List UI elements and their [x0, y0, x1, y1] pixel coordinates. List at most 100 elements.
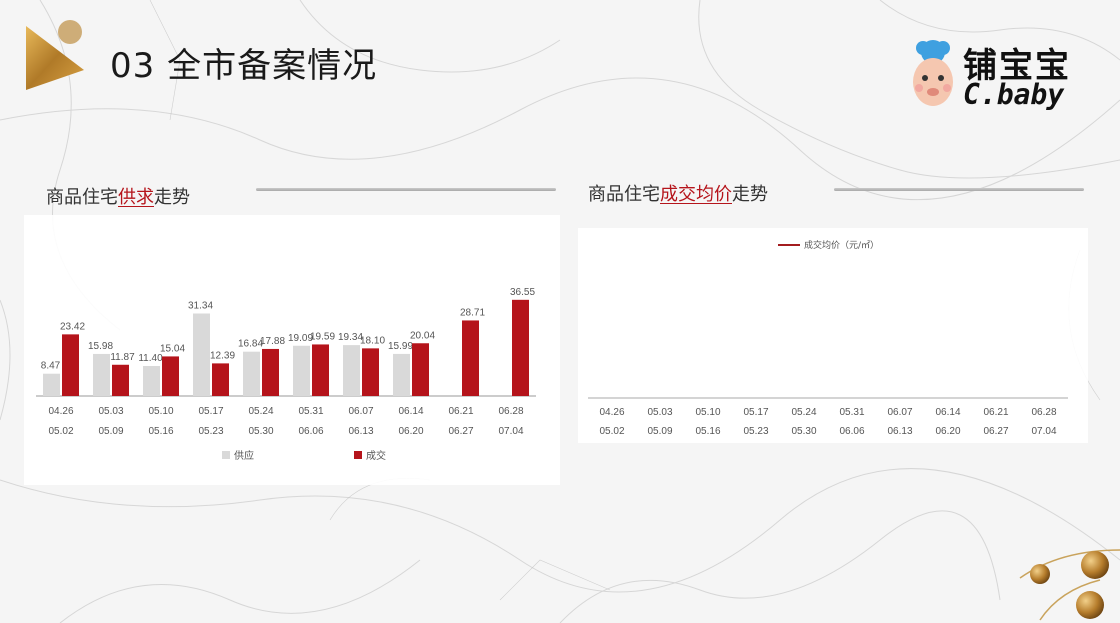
data-label: 19.59	[310, 331, 335, 342]
data-label: 19.09	[288, 333, 313, 344]
bar-supply	[243, 351, 260, 396]
data-label: 17.88	[260, 336, 285, 347]
x-tick-label: 06.07	[887, 407, 912, 418]
x-tick-label: 06.06	[298, 426, 323, 437]
data-label: 15.98	[88, 341, 113, 352]
x-tick-label: 05.10	[148, 406, 173, 417]
brand-logo: 铺宝宝 C.baby	[905, 38, 1095, 118]
x-tick-label: 05.30	[791, 426, 816, 437]
bar-supply	[343, 345, 360, 396]
data-label: 19.34	[338, 332, 363, 343]
legend-label: 成交均价（元/㎡）	[804, 239, 879, 251]
data-label: 8.47	[41, 361, 61, 372]
mascot-icon	[913, 40, 953, 106]
x-tick-label: 05.23	[743, 426, 768, 437]
data-label: 20.04	[410, 330, 435, 341]
legend-item-deal: 成交	[354, 449, 386, 462]
bar-deal	[212, 363, 229, 396]
x-tick-label: 06.20	[398, 426, 423, 437]
data-label: 15.04	[160, 343, 185, 354]
x-tick-label: 07.04	[498, 426, 523, 437]
data-label: 23.42	[60, 321, 85, 332]
x-tick-label: 06.28	[498, 406, 523, 417]
bar-deal	[462, 320, 479, 396]
decorative-orbs	[1019, 549, 1120, 621]
legend-label: 成交	[366, 449, 386, 462]
x-tick-label: 06.13	[887, 426, 912, 437]
title-suffix: 走势	[154, 187, 190, 208]
legend-item-supply: 供应	[222, 449, 254, 462]
bar-supply	[93, 353, 110, 396]
x-tick-label: 05.17	[743, 407, 768, 418]
x-tick-label: 05.23	[198, 426, 223, 437]
x-tick-label: 05.09	[647, 426, 672, 437]
x-tick-label: 05.10	[695, 407, 720, 418]
x-tick-label: 06.20	[935, 426, 960, 437]
x-tick-label: 06.27	[983, 426, 1008, 437]
title-divider	[834, 188, 1084, 191]
x-tick-label: 05.16	[148, 426, 173, 437]
bar-deal	[112, 364, 129, 396]
x-tick-label: 07.04	[1031, 426, 1056, 437]
data-label: 15.99	[388, 341, 413, 352]
x-tick-label: 06.21	[448, 406, 473, 417]
legend-label: 供应	[234, 449, 254, 462]
gold-triangle-logo	[26, 20, 84, 90]
x-tick-label: 06.14	[398, 406, 423, 417]
x-tick-label: 05.03	[647, 407, 672, 418]
x-tick-label: 06.13	[348, 426, 373, 437]
chart-background	[578, 228, 1088, 443]
brand-name: 铺宝宝	[963, 46, 1071, 86]
bar-deal	[312, 344, 329, 396]
legend-swatch	[354, 451, 362, 459]
x-tick-label: 06.07	[348, 406, 373, 417]
x-tick-label: 06.21	[983, 407, 1008, 418]
data-label: 18.10	[360, 335, 385, 346]
title-prefix: 商品住宅	[46, 187, 118, 208]
x-tick-label: 05.17	[198, 406, 223, 417]
bar-deal	[262, 348, 279, 396]
x-tick-label: 05.16	[695, 426, 720, 437]
bar-deal	[362, 348, 379, 396]
x-tick-label: 05.09	[98, 426, 123, 437]
data-label: 11.87	[110, 352, 135, 363]
data-label: 11.40	[138, 353, 163, 364]
title-highlight: 供求	[118, 187, 154, 208]
x-tick-label: 05.02	[48, 426, 73, 437]
bar-deal	[62, 334, 79, 396]
bar-supply	[393, 353, 410, 396]
legend-item-avg-price: 成交均价（元/㎡）	[778, 239, 879, 251]
bar-deal	[162, 356, 179, 396]
x-tick-label: 05.02	[599, 426, 624, 437]
x-tick-label: 06.14	[935, 407, 960, 418]
title-prefix: 商品住宅	[588, 184, 660, 205]
data-label: 36.55	[510, 287, 535, 298]
x-tick-label: 05.24	[791, 407, 816, 418]
bar-supply	[193, 313, 210, 396]
supply-demand-title: 商品住宅供求走势	[46, 183, 190, 209]
avg-price-line-chart: 成交均价（元/㎡）2043820805216542191920130208992…	[578, 228, 1088, 443]
x-tick-label: 05.31	[839, 407, 864, 418]
avg-price-title: 商品住宅成交均价走势	[588, 180, 768, 206]
x-tick-label: 04.26	[599, 407, 624, 418]
title-highlight: 成交均价	[660, 184, 732, 205]
x-tick-label: 05.30	[248, 426, 273, 437]
x-tick-label: 05.03	[98, 406, 123, 417]
bar-supply	[43, 373, 60, 396]
bar-deal	[412, 343, 429, 396]
data-label: 28.71	[460, 307, 485, 318]
x-tick-label: 06.27	[448, 426, 473, 437]
bar-supply	[293, 345, 310, 396]
title-divider	[256, 188, 556, 191]
x-tick-label: 05.31	[298, 406, 323, 417]
page-title: 03 全市备案情况	[110, 46, 378, 86]
data-label: 12.39	[210, 350, 235, 361]
title-suffix: 走势	[732, 184, 768, 205]
bar-supply	[143, 366, 160, 396]
x-tick-label: 06.28	[1031, 407, 1056, 418]
legend-swatch	[222, 451, 230, 459]
x-tick-label: 05.24	[248, 406, 273, 417]
x-tick-label: 06.06	[839, 426, 864, 437]
x-tick-label: 04.26	[48, 406, 73, 417]
